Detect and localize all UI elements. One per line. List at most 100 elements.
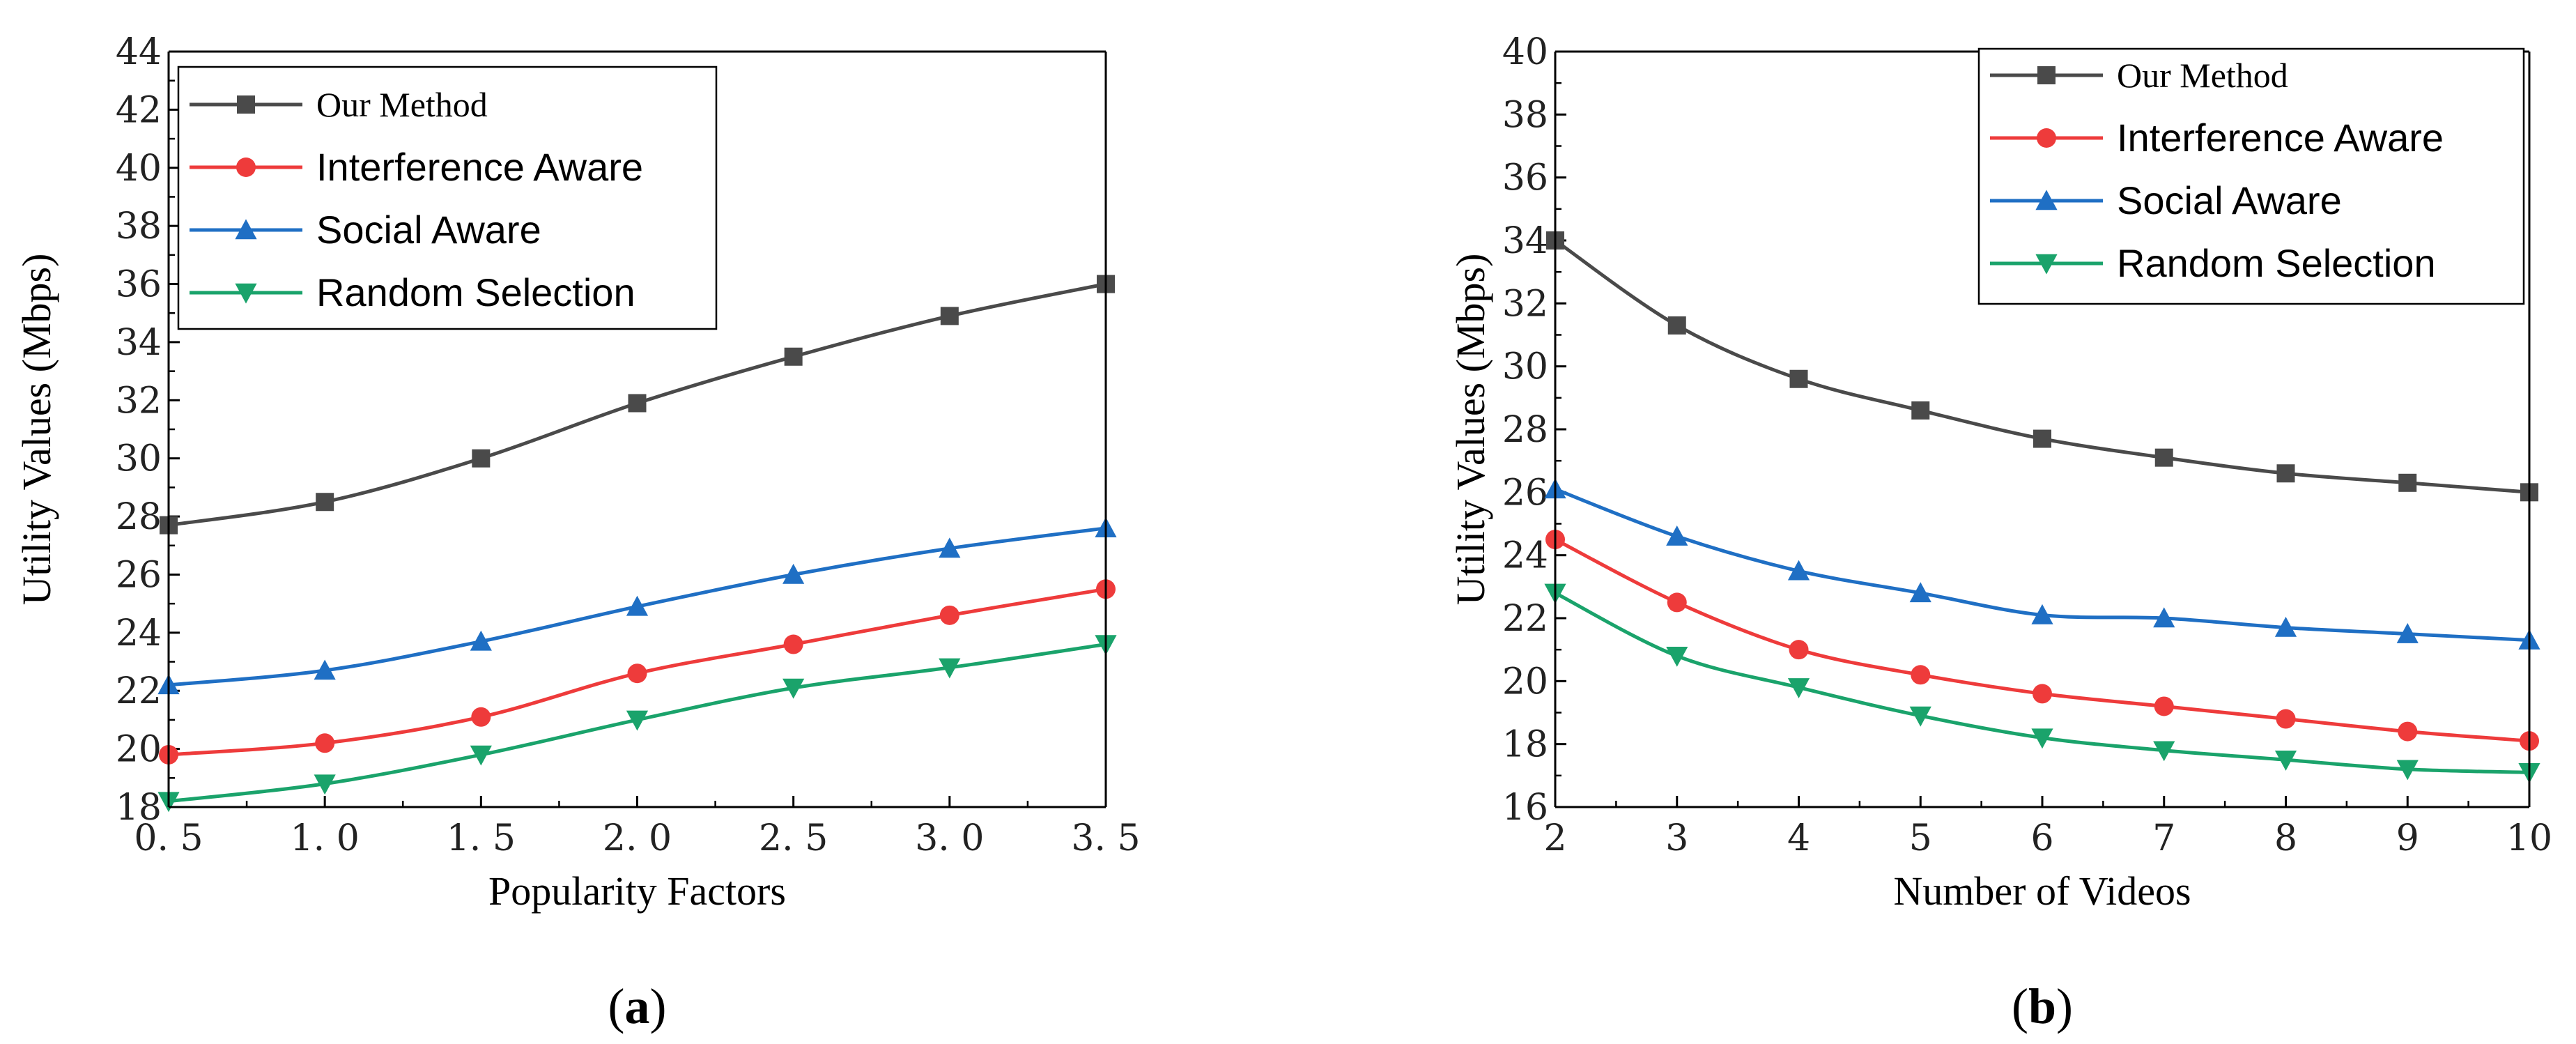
legend-swatch-marker <box>237 95 255 114</box>
data-point <box>1909 706 1931 727</box>
legend-item: Our Method <box>1990 56 2288 95</box>
y-tick-label: 30 <box>1502 346 1548 388</box>
y-tick-label: 44 <box>116 31 162 73</box>
data-point <box>2154 696 2174 716</box>
legend-item: Social Aware <box>1990 178 2342 222</box>
series-interference-aware <box>1545 530 2539 751</box>
series-random-selection <box>157 635 1117 813</box>
data-point <box>2398 721 2418 742</box>
data-point <box>314 774 336 795</box>
y-tick-label: 36 <box>116 264 162 306</box>
chart-a-ticks: 18 20 22 24 26 28 30 32 34 36 38 40 42 44 0. 5 1. 0 1. 5… <box>116 31 1141 859</box>
data-point <box>470 630 492 651</box>
series-our-method <box>1546 231 2538 502</box>
data-point <box>626 710 649 731</box>
y-tick-label: 28 <box>116 496 162 538</box>
data-point <box>784 347 803 366</box>
x-tick-label: 5 <box>1909 817 1932 859</box>
legend-label: Random Selection <box>316 270 635 314</box>
panel-a-caption: (a) <box>608 978 667 1034</box>
data-point <box>940 307 959 325</box>
data-point <box>1789 640 1809 660</box>
x-tick-label: 1. 5 <box>447 817 516 859</box>
data-point <box>1666 646 1688 667</box>
y-tick-label: 30 <box>116 438 162 480</box>
legend-swatch-marker <box>2037 128 2056 148</box>
panel-a-letter: a <box>625 978 650 1034</box>
y-tick-label: 28 <box>1502 409 1548 451</box>
x-tick-label: 4 <box>1787 817 1810 859</box>
data-point <box>2398 473 2417 492</box>
legend-frame <box>1977 47 2525 305</box>
y-tick-label: 26 <box>116 554 162 596</box>
legend-label: Interference Aware <box>2117 116 2444 160</box>
legend-item: Interference Aware <box>190 145 643 189</box>
x-tick-label: 0. 5 <box>134 817 203 859</box>
y-tick-label: 32 <box>116 380 162 422</box>
x-tick-label: 2. 0 <box>603 817 672 859</box>
data-point <box>2154 448 2173 467</box>
data-point <box>470 745 492 766</box>
panel-b-letter: b <box>2028 978 2056 1034</box>
y-tick-label: 38 <box>1502 94 1548 136</box>
data-point <box>314 659 336 680</box>
chart-b-legend: Our Method Interference Aware Social Aware… <box>1977 47 2525 305</box>
y-tick-label: 42 <box>116 89 162 131</box>
series-interference-aware <box>159 579 1116 765</box>
data-point <box>1666 525 1688 546</box>
x-tick-label: 3. 0 <box>915 817 984 859</box>
data-point <box>1909 582 1931 603</box>
y-tick-label: 20 <box>116 729 162 771</box>
data-point <box>1787 678 1810 698</box>
data-point <box>1911 401 1930 420</box>
series-social-aware <box>157 517 1117 695</box>
y-tick-label: 40 <box>116 148 162 190</box>
legend-swatch-marker <box>2037 66 2056 84</box>
data-point <box>2276 464 2295 483</box>
panel-b-caption: (b) <box>2012 978 2073 1034</box>
x-tick-label: 6 <box>2030 817 2053 859</box>
x-tick-label: 8 <box>2274 817 2297 859</box>
legend-item: Our Method <box>190 85 488 124</box>
x-tick-label: 3 <box>1665 817 1688 859</box>
data-point <box>939 537 961 558</box>
y-tick-label: 22 <box>1502 598 1548 640</box>
legend-label: Social Aware <box>2117 178 2342 222</box>
data-point <box>2274 750 2297 771</box>
chart-b-x-axis-title: Number of Videos <box>1893 868 2191 914</box>
legend-item: Random Selection <box>1990 241 2436 285</box>
data-point <box>2274 616 2297 637</box>
x-tick-label: 2. 5 <box>759 817 828 859</box>
legend-item: Social Aware <box>190 208 541 252</box>
legend-label: Social Aware <box>316 208 541 252</box>
chart-b-y-axis-title: Utility Values (Mbps) <box>1448 254 1493 606</box>
y-tick-label: 20 <box>1502 661 1548 703</box>
data-point <box>628 394 647 413</box>
data-point <box>472 449 491 468</box>
data-point <box>782 678 805 699</box>
y-tick-label: 24 <box>116 613 162 654</box>
data-point <box>2153 607 2175 628</box>
data-point <box>2031 604 2053 624</box>
data-point <box>939 658 961 679</box>
data-point <box>1911 665 1931 685</box>
data-point <box>471 707 491 727</box>
x-tick-label: 7 <box>2152 817 2175 859</box>
legend-swatch-marker <box>2035 190 2058 210</box>
y-tick-label: 34 <box>1502 220 1548 262</box>
chart-a: 18 20 22 24 26 28 30 32 34 36 38 40 42 44 0. 5 1. 0 1. 5… <box>14 31 1141 1034</box>
series-line <box>1554 537 2530 743</box>
legend-swatch-marker <box>236 158 256 177</box>
data-point <box>316 493 334 512</box>
data-point <box>626 595 649 616</box>
data-point <box>783 634 803 654</box>
y-tick-label: 18 <box>1502 724 1548 766</box>
chart-a-series <box>157 275 1117 813</box>
data-point <box>2396 622 2419 643</box>
x-tick-label: 1. 0 <box>291 817 360 859</box>
legend-swatch-marker <box>235 283 257 304</box>
chart-a-y-axis-title: Utility Values (Mbps) <box>14 254 59 606</box>
